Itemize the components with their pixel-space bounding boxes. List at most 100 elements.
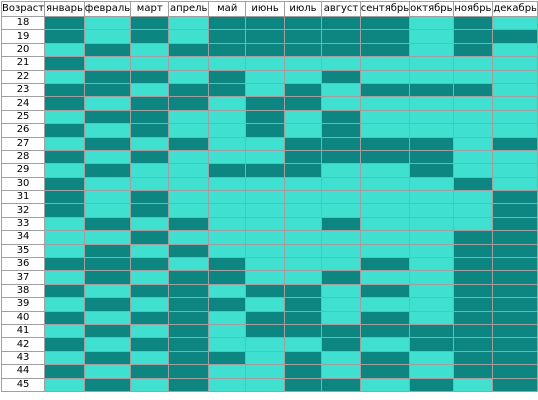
- table-row: 25: [2, 110, 538, 125]
- month-cell-dark: [410, 83, 454, 98]
- month-cell-dark: [209, 43, 247, 58]
- month-cell-dark: [493, 324, 538, 339]
- month-cell-dark: [322, 110, 361, 125]
- month-cell-light: [322, 244, 361, 259]
- month-cell-light: [360, 110, 411, 125]
- month-cell-dark: [284, 351, 323, 366]
- month-cell-dark: [209, 17, 247, 31]
- month-cell-dark: [84, 324, 132, 339]
- month-cell-dark: [284, 30, 323, 44]
- month-cell-dark: [284, 43, 323, 58]
- month-cell-light: [453, 164, 494, 178]
- month-cell-light: [246, 83, 285, 98]
- month-cell-light: [45, 164, 85, 178]
- table-row: 31: [2, 191, 538, 205]
- month-cell-light: [493, 177, 538, 192]
- month-cell-light: [322, 365, 361, 379]
- month-cell-dark: [284, 298, 323, 312]
- month-cell-light: [246, 258, 285, 272]
- month-cell-light: [209, 231, 247, 245]
- month-cell-light: [45, 110, 85, 125]
- month-cell-light: [410, 231, 454, 245]
- month-cell-light: [246, 244, 285, 259]
- corner-header: Возраст: [2, 2, 46, 17]
- month-cell-light: [453, 191, 494, 205]
- age-cell: 27: [2, 137, 46, 151]
- month-cell-light: [209, 97, 247, 111]
- month-cell-light: [131, 164, 170, 178]
- age-cell: 29: [2, 164, 46, 178]
- month-cell-dark: [45, 338, 85, 352]
- month-cell-dark: [284, 311, 323, 325]
- month-header: декабрь: [493, 2, 538, 17]
- month-cell-dark: [322, 70, 361, 84]
- month-cell-dark: [453, 311, 494, 325]
- month-cell-light: [246, 70, 285, 84]
- month-cell-light: [493, 110, 538, 125]
- month-cell-light: [84, 124, 132, 138]
- month-cell-dark: [131, 231, 170, 245]
- table-row: 20: [2, 43, 538, 58]
- month-cell-dark: [169, 311, 210, 325]
- month-cell-dark: [131, 124, 170, 138]
- header-row: Возраст январь февраль март апрель май и…: [2, 2, 538, 17]
- table-row: 26: [2, 124, 538, 138]
- month-cell-light: [84, 57, 132, 71]
- month-cell-dark: [131, 258, 170, 272]
- month-cell-dark: [209, 351, 247, 366]
- month-cell-dark: [360, 30, 411, 44]
- month-cell-dark: [322, 217, 361, 232]
- month-cell-light: [410, 124, 454, 138]
- month-cell-dark: [45, 17, 85, 31]
- month-cell-dark: [453, 83, 494, 98]
- month-cell-dark: [453, 365, 494, 379]
- month-cell-dark: [410, 324, 454, 339]
- month-cell-light: [84, 311, 132, 325]
- month-cell-light: [410, 204, 454, 218]
- month-cell-light: [453, 124, 494, 138]
- month-cell-dark: [410, 378, 454, 392]
- month-cell-light: [209, 324, 247, 339]
- table-row: 30: [2, 177, 538, 192]
- month-cell-light: [360, 378, 411, 392]
- month-cell-dark: [360, 324, 411, 339]
- month-cell-dark: [45, 177, 85, 192]
- month-cell-light: [169, 124, 210, 138]
- month-cell-dark: [84, 83, 132, 98]
- month-cell-light: [169, 177, 210, 192]
- month-header: май: [209, 2, 247, 17]
- month-cell-dark: [493, 217, 538, 232]
- month-cell-dark: [322, 30, 361, 44]
- month-cell-light: [45, 244, 85, 259]
- age-cell: 24: [2, 97, 46, 111]
- month-cell-light: [410, 57, 454, 71]
- month-cell-light: [169, 30, 210, 44]
- month-cell-dark: [169, 83, 210, 98]
- month-cell-light: [131, 217, 170, 232]
- month-cell-dark: [84, 298, 132, 312]
- month-cell-light: [360, 70, 411, 84]
- table-row: 19: [2, 30, 538, 44]
- age-cell: 22: [2, 70, 46, 84]
- month-cell-light: [169, 164, 210, 178]
- age-cell: 20: [2, 43, 46, 58]
- month-cell-dark: [209, 164, 247, 178]
- month-cell-dark: [284, 97, 323, 111]
- month-header: апрель: [169, 2, 210, 17]
- month-cell-light: [322, 204, 361, 218]
- month-cell-light: [322, 83, 361, 98]
- month-cell-light: [45, 70, 85, 84]
- month-cell-dark: [131, 17, 170, 31]
- month-cell-dark: [453, 258, 494, 272]
- month-cell-light: [410, 17, 454, 31]
- month-cell-light: [169, 17, 210, 31]
- month-cell-light: [360, 271, 411, 285]
- month-cell-dark: [209, 258, 247, 272]
- month-cell-light: [169, 191, 210, 205]
- month-cell-light: [493, 17, 538, 31]
- month-cell-dark: [410, 137, 454, 151]
- month-cell-dark: [246, 17, 285, 31]
- age-cell: 18: [2, 17, 46, 31]
- month-cell-light: [84, 150, 132, 165]
- month-cell-light: [209, 338, 247, 352]
